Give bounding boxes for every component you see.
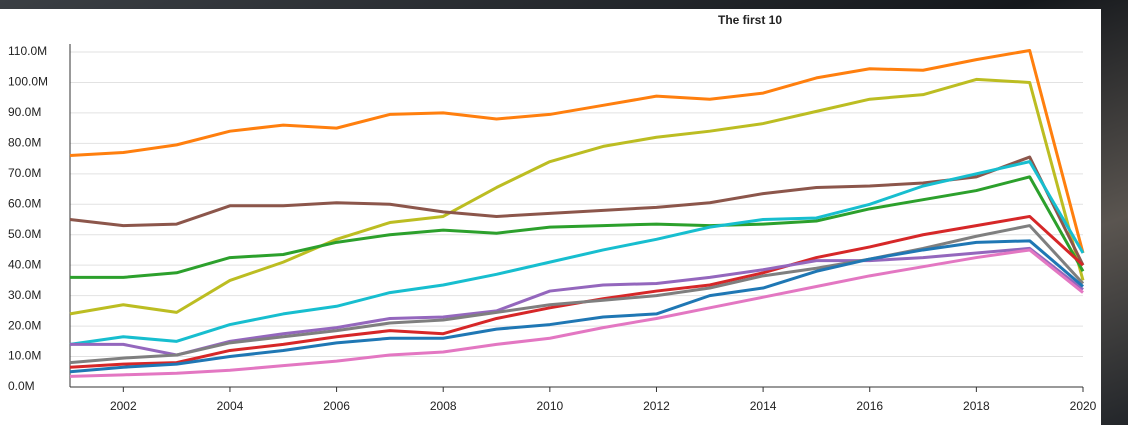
x-tick-label: 2006 xyxy=(323,399,350,413)
y-tick-label: 70.0M xyxy=(8,166,41,180)
y-tick-label: 20.0M xyxy=(8,318,41,332)
x-tick-label: 2020 xyxy=(1070,399,1097,413)
x-tick-label: 2010 xyxy=(536,399,563,413)
y-tick-label: 0.0M xyxy=(8,379,35,393)
y-tick-label: 80.0M xyxy=(8,136,41,150)
series-line xyxy=(70,246,1084,357)
y-tick-label: 30.0M xyxy=(8,288,41,302)
x-tick-label: 2008 xyxy=(430,399,457,413)
series-line xyxy=(70,175,1085,279)
x-tick-label: 2002 xyxy=(110,399,137,413)
y-tick-label: 90.0M xyxy=(8,105,41,119)
series-line xyxy=(69,77,1085,316)
chart-area xyxy=(0,9,1101,425)
y-tick-label: 110.0M xyxy=(8,44,47,58)
y-tick-label: 40.0M xyxy=(8,257,41,271)
x-tick-label: 2018 xyxy=(963,399,990,413)
series-line xyxy=(69,239,1084,374)
y-tick-label: 100.0M xyxy=(8,75,48,89)
series-line xyxy=(69,248,1084,378)
series-line xyxy=(69,160,1085,346)
chart-title: The first 10 xyxy=(718,13,782,27)
series-line xyxy=(69,155,1085,266)
x-tick-label: 2004 xyxy=(217,399,244,413)
y-tick-label: 10.0M xyxy=(8,349,41,363)
x-tick-label: 2016 xyxy=(856,399,883,413)
y-tick-label: 50.0M xyxy=(8,227,41,241)
x-tick-label: 2014 xyxy=(750,399,777,413)
x-tick-label: 2012 xyxy=(643,399,670,413)
series-line xyxy=(69,48,1085,254)
y-tick-label: 60.0M xyxy=(8,196,41,210)
